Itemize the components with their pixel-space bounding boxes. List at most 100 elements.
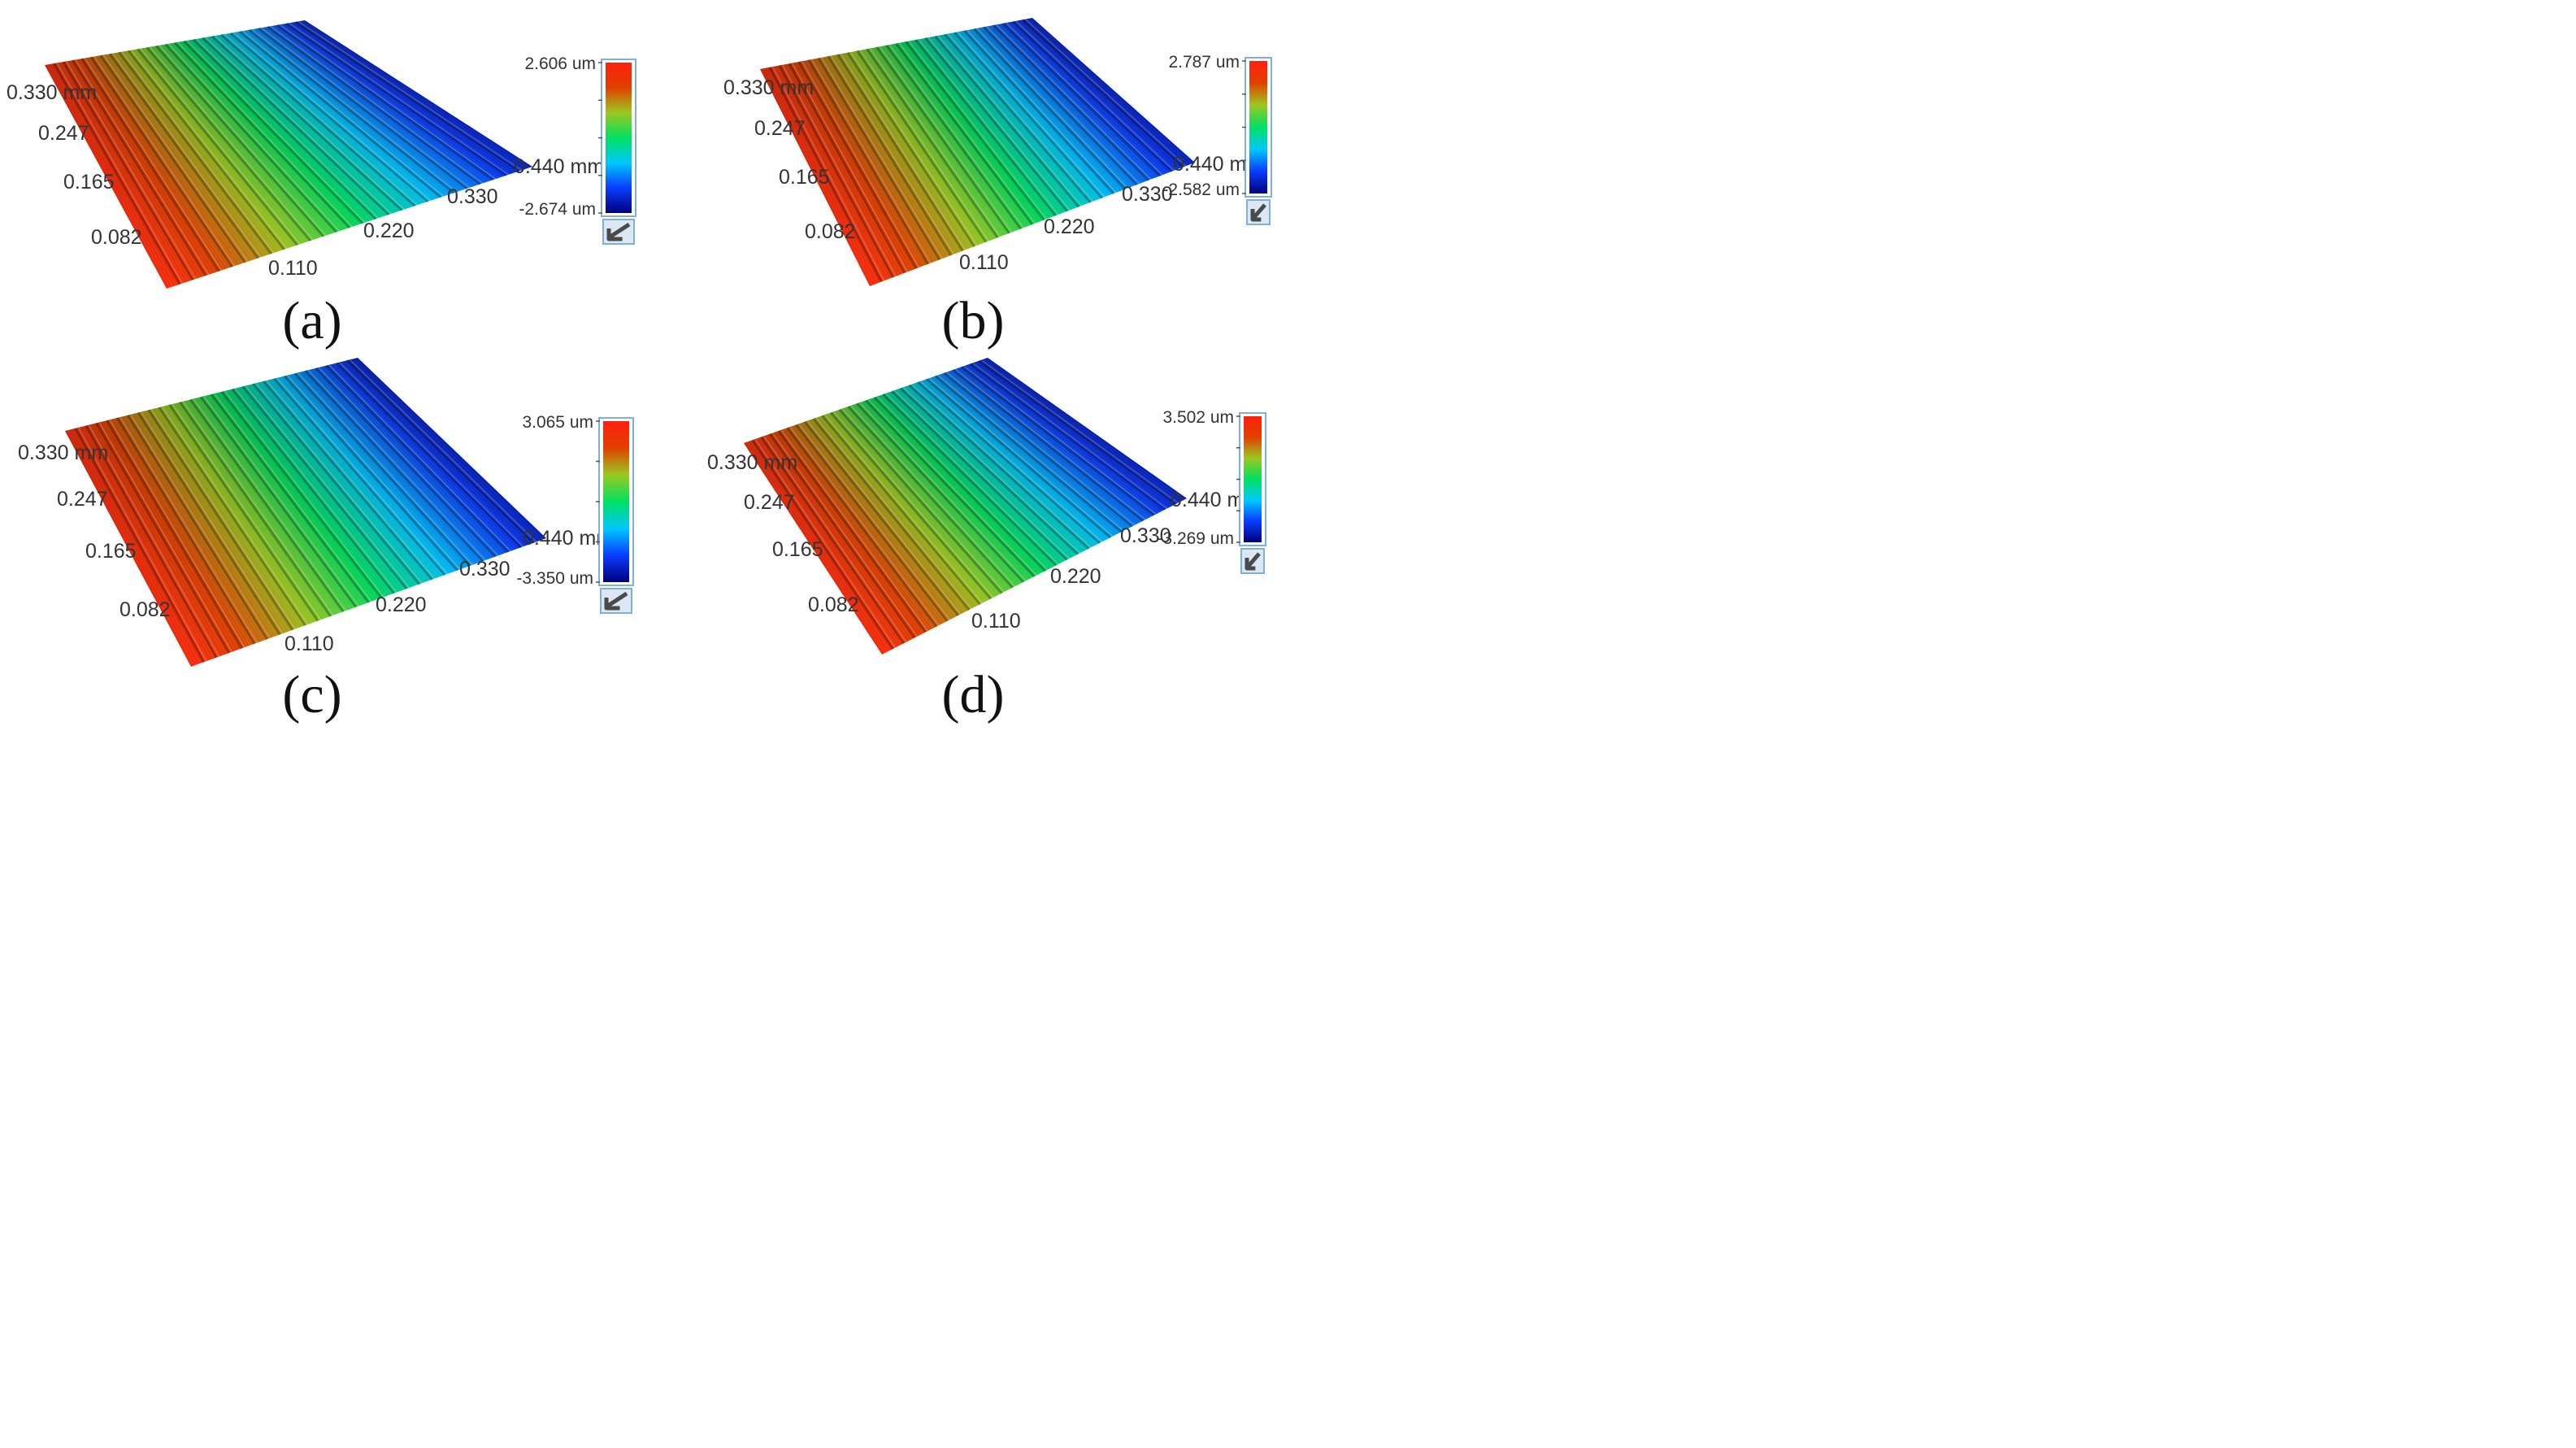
ridge-shadow: [315, 367, 497, 558]
ridge-shadow: [89, 56, 233, 268]
ridge-shadow: [273, 377, 446, 576]
y-tick-label: 0.082: [808, 594, 859, 616]
ridge-highlight: [763, 436, 908, 644]
ridge-highlight: [224, 33, 419, 207]
ridge-highlight: [280, 24, 497, 180]
ridge-highlight: [98, 422, 233, 654]
ridge-highlight: [807, 421, 962, 616]
ridge-shadow: [768, 433, 916, 639]
ridge-shadow: [95, 422, 231, 654]
ridge-highlight: [869, 48, 1001, 238]
ridge-shadow: [276, 24, 494, 181]
ridge-shadow: [336, 362, 522, 549]
y-tick-label: 0.247: [38, 122, 89, 145]
ridge-shadow: [173, 41, 351, 229]
arrow-icon: [1250, 203, 1266, 222]
ridge-highlight: [879, 46, 1014, 234]
y-tick-label: 0.247: [744, 491, 795, 514]
ridge-shadow: [146, 46, 311, 242]
ridge-shadow: [53, 63, 181, 285]
colorbar-toggle-button[interactable]: [600, 588, 632, 614]
colorbar-toggle-button[interactable]: [1240, 548, 1265, 574]
arrow-icon: [606, 222, 631, 241]
ridge-shadow: [908, 384, 1090, 550]
ridge-highlight: [93, 56, 237, 267]
ridge-shadow: [934, 35, 1080, 208]
ridge-shadow: [856, 402, 1025, 583]
ridge-shadow: [788, 63, 906, 274]
ridge-highlight: [151, 409, 297, 631]
ridge-highlight: [350, 359, 538, 544]
ridge-shadow: [283, 375, 458, 572]
colorbar-toggle-button[interactable]: [1246, 199, 1271, 225]
panel-a: 0.110 0.220 0.330 0.440 mm 0.330 mm 0.247 0.16…: [0, 0, 1288, 724]
ridge-highlight: [287, 375, 462, 572]
ridge-highlight: [908, 41, 1049, 221]
x-tick-label: 0.440 mm: [523, 527, 613, 550]
y-tick-label: 0.165: [779, 166, 830, 189]
ridge-shadow: [158, 407, 306, 627]
colorbar-gradient: [606, 63, 632, 213]
x-tick-label: 0.110: [959, 251, 1009, 274]
ridge-highlight: [782, 65, 897, 278]
ridge-highlight: [830, 55, 955, 256]
ridge-highlight: [972, 363, 1169, 511]
ridge-highlight: [898, 42, 1036, 225]
ridge-highlight: [772, 67, 886, 283]
ridge-shadow: [346, 359, 535, 544]
ridge-highlight: [903, 387, 1082, 555]
colorbar-max-label: 2.787 um: [1168, 53, 1240, 72]
ridge-shadow: [875, 46, 1010, 234]
ridge-shadow: [85, 424, 218, 659]
x-tick-label: 0.440 mm: [514, 155, 604, 178]
ridge-highlight: [1025, 19, 1188, 168]
ridge-highlight: [810, 59, 932, 265]
ridge-highlight: [161, 407, 310, 626]
ridge-highlight: [177, 41, 354, 228]
ridge-shadow: [80, 58, 220, 272]
panel-label: (b): [941, 291, 1005, 350]
y-tick-label: 0.330 mm: [18, 441, 108, 464]
ridge-shadow: [751, 439, 894, 650]
ridge-highlight: [868, 399, 1039, 577]
surface: [760, 18, 1195, 286]
ridge-highlight: [1015, 20, 1176, 172]
ridge-shadow: [905, 41, 1045, 221]
ridge-shadow: [973, 28, 1127, 190]
ridge-shadow: [179, 401, 332, 617]
ridge-shadow: [263, 380, 433, 581]
ridge-highlight: [232, 32, 432, 202]
ridge-shadow: [211, 35, 403, 211]
ridge-highlight: [121, 51, 276, 254]
ridge-shadow: [777, 430, 927, 633]
ridge-highlight: [131, 50, 289, 250]
ridge-highlight: [307, 370, 487, 562]
ridge-highlight: [172, 404, 322, 622]
ridge-highlight: [840, 54, 967, 252]
ridge-shadow: [836, 54, 964, 252]
colorbar-max-label: 3.065 um: [522, 413, 593, 432]
y-tick-label: 0.082: [91, 226, 142, 249]
x-tick-label: 0.330: [459, 558, 510, 581]
ridge-highlight: [193, 398, 348, 612]
ridge-shadow: [74, 428, 205, 663]
ridge-highlight: [84, 58, 224, 272]
ridge-shadow: [760, 436, 906, 645]
ridge-shadow: [231, 388, 395, 594]
ridge-shadow: [164, 43, 338, 233]
ridge-highlight: [203, 396, 360, 608]
ridge-highlight: [815, 418, 973, 611]
ridge-shadow: [838, 408, 1003, 594]
ridge-shadow: [116, 417, 256, 645]
ridge-highlight: [328, 364, 512, 553]
y-tick-label: 0.082: [805, 220, 856, 243]
ridge-highlight: [289, 23, 510, 176]
y-tick-label: 0.082: [119, 598, 171, 621]
ridge-highlight: [920, 381, 1104, 544]
ridge-highlight: [251, 29, 458, 194]
ridge-highlight: [824, 415, 984, 605]
ridge-shadow: [944, 33, 1092, 203]
panel-label: (c): [282, 665, 342, 724]
ridge-shadow: [899, 387, 1079, 555]
colorbar-toggle-button[interactable]: [602, 219, 635, 245]
